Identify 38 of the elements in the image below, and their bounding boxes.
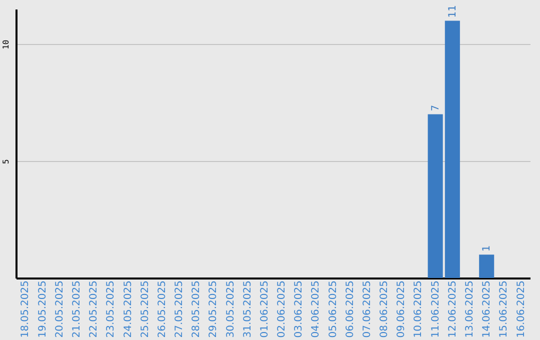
x-tick-label: 09.06.2025: [396, 280, 408, 338]
x-tick-label: 12.06.2025: [447, 280, 458, 338]
x-tick-label: 27.05.2025: [174, 280, 186, 338]
x-tick-label: 23.05.2025: [106, 280, 117, 338]
data-label: 11: [447, 4, 458, 18]
x-tick-label: 01.06.2025: [259, 280, 270, 338]
x-tick-label: 31.05.2025: [242, 280, 254, 338]
x-tick-label: 24.05.2025: [122, 280, 134, 338]
x-tick-label: 14.06.2025: [482, 280, 493, 338]
bar: [444, 20, 460, 278]
x-tick-label: 06.06.2025: [344, 280, 356, 338]
x-tick-label: 16.06.2025: [516, 280, 527, 338]
bar: [479, 254, 494, 278]
x-tick-label: 07.06.2025: [362, 280, 373, 338]
x-tick-label: 11.06.2025: [430, 280, 442, 338]
x-tick-label: 10.06.2025: [413, 280, 424, 338]
x-tick-label: 21.05.2025: [71, 280, 82, 338]
x-tick-label: 13.06.2025: [464, 280, 476, 338]
bar: [428, 114, 443, 278]
x-tick-label: 19.05.2025: [37, 280, 48, 338]
data-label: 7: [430, 104, 442, 112]
x-tick-label: 28.05.2025: [191, 280, 202, 338]
x-tick-label: 25.05.2025: [140, 280, 151, 338]
x-tick-label: 02.06.2025: [276, 280, 288, 338]
y-tick-label: 10: [2, 40, 10, 50]
data-label: 1: [482, 245, 493, 252]
x-tick-label: 20.05.2025: [54, 280, 66, 338]
x-tick-label: 15.06.2025: [498, 280, 510, 338]
x-tick-label: 08.06.2025: [379, 280, 390, 338]
x-tick-label: 30.05.2025: [225, 280, 236, 338]
x-tick-label: 29.05.2025: [208, 280, 220, 338]
x-tick-label: 18.05.2025: [20, 280, 32, 338]
x-tick-label: 05.06.2025: [328, 280, 339, 338]
x-tick-label: 03.06.2025: [294, 280, 305, 338]
y-tick-label: 5: [2, 158, 10, 164]
x-tick-label: 26.05.2025: [156, 280, 168, 338]
x-tick-label: 22.05.2025: [88, 280, 100, 338]
x-tick-label: 04.06.2025: [310, 280, 322, 338]
